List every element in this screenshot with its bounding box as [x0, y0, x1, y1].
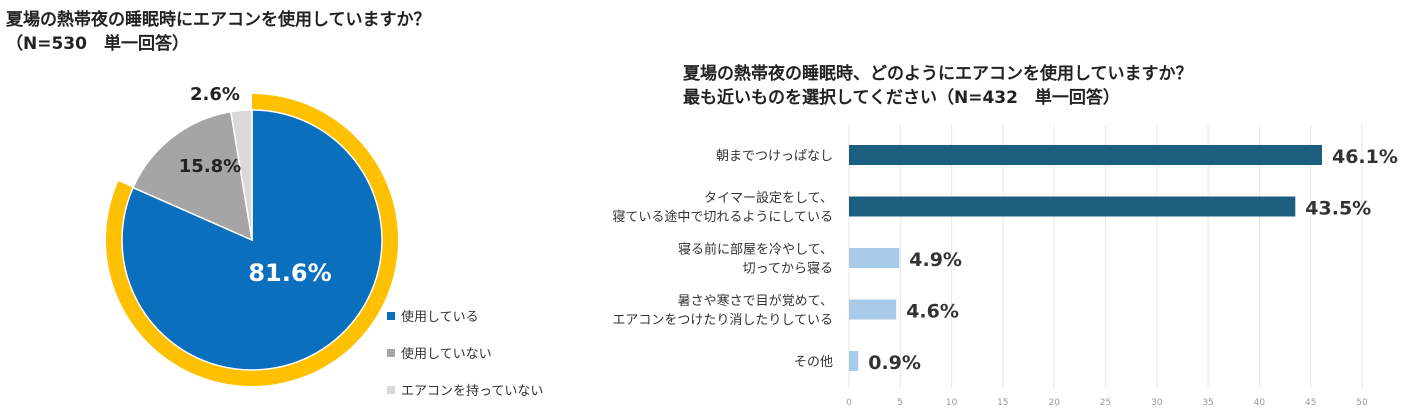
legend-swatch-0: [387, 312, 395, 320]
bar-title: 夏場の熱帯夜の睡眠時、どのようにエアコンを使用していますか？ 最も近いものを選択…: [683, 62, 1193, 110]
legend-label-1: 使用していない: [401, 346, 492, 362]
x-tick-label-5: 25: [1100, 398, 1111, 408]
bar-value-label-2: 4.9%: [909, 249, 962, 271]
bar-1: [849, 196, 1296, 217]
bar-value-label-3: 4.6%: [906, 301, 959, 323]
category-label-1: 寝ている途中で切れるようにしている: [612, 209, 833, 225]
pie-slice-1: [132, 110, 253, 242]
bar-2: [849, 248, 900, 268]
bar-value-label-4: 0.9%: [868, 352, 921, 374]
bar-value-label-0: 46.1%: [1332, 146, 1398, 168]
x-tick-label-0: 0: [846, 398, 852, 408]
legend-label-0: 使用している: [401, 309, 479, 325]
bar-3: [849, 299, 897, 320]
x-tick-label-8: 40: [1254, 398, 1266, 408]
pie-label-2: 2.6%: [190, 84, 240, 105]
x-tick-label-9: 45: [1305, 398, 1316, 408]
category-label-0: 朝までつけっぱなし: [716, 149, 833, 164]
pie-title: 夏場の熱帯夜の睡眠時にエアコンを使用していますか？ （N=530 単一回答）: [6, 8, 431, 56]
bar-title-line: 夏場の熱帯夜の睡眠時、どのようにエアコンを使用していますか？: [683, 64, 1193, 84]
category-label-1: タイマー設定をして、: [704, 190, 833, 206]
pie-slice-2: [229, 109, 253, 241]
x-tick-label-3: 15: [997, 398, 1008, 408]
x-tick-label-6: 30: [1151, 398, 1163, 408]
bar-4: [849, 351, 859, 371]
category-label-3: 暑さや寒さで目が覚めて、: [678, 293, 833, 309]
bar-0: [849, 145, 1322, 165]
category-label-2: 切ってから寝る: [743, 261, 833, 277]
x-tick-label-2: 10: [946, 398, 958, 408]
legend-label-2: エアコンを持っていない: [401, 384, 543, 399]
legend-swatch-2: [387, 386, 395, 394]
legend-swatch-1: [387, 349, 395, 357]
x-tick-label-10: 50: [1356, 398, 1368, 408]
category-label-3: エアコンをつけたり消したりしている: [612, 313, 833, 328]
x-tick-label-1: 5: [897, 398, 903, 408]
pie-label-1: 15.8%: [179, 156, 241, 177]
category-label-2: 寝る前に部屋を冷やして、: [678, 242, 833, 258]
category-label-4: その他: [794, 355, 833, 370]
bar-title-line: 最も近いものを選択してください（N=432 単一回答）: [683, 88, 1120, 108]
x-tick-label-7: 35: [1202, 398, 1213, 408]
bar-value-label-1: 43.5%: [1305, 198, 1371, 220]
pie-title-line: （N=530 単一回答）: [6, 34, 189, 54]
pie-title-line: 夏場の熱帯夜の睡眠時にエアコンを使用していますか？: [6, 10, 431, 30]
pie-label-0: 81.6%: [248, 259, 331, 287]
x-tick-label-4: 20: [1048, 398, 1060, 408]
